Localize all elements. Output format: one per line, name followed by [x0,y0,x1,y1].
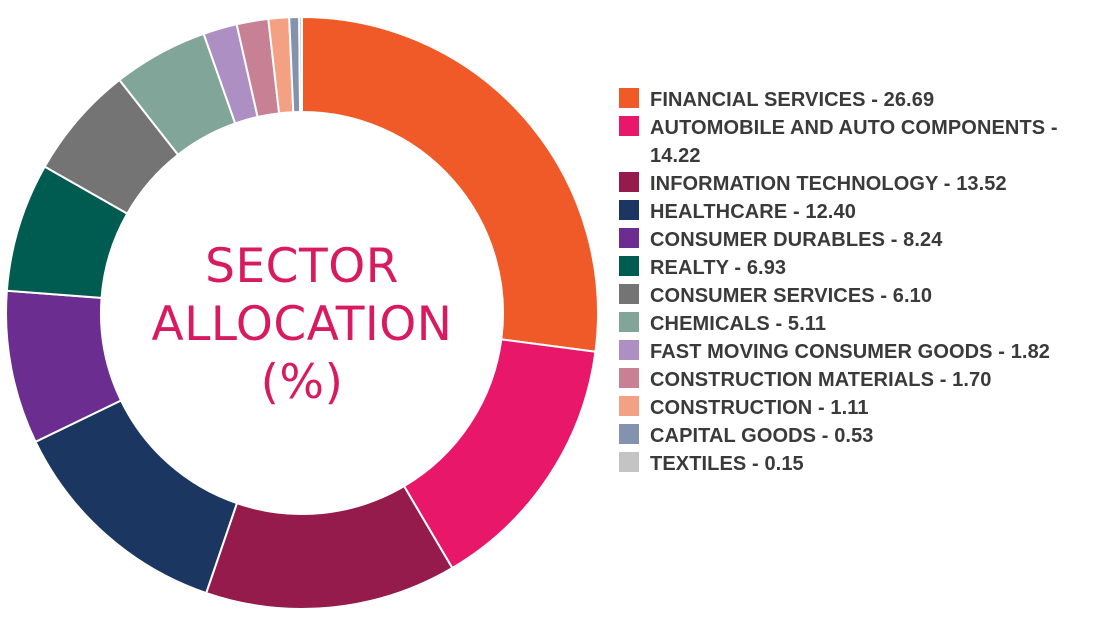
legend-item-5: CONSUMER DURABLES - 8.24 [619,226,1093,254]
donut-chart [5,15,599,610]
legend-swatch [619,452,639,472]
legend-label: INFORMATION TECHNOLOGY - 13.52 [650,173,1007,195]
legend-label: CHEMICALS - 5.11 [650,313,827,335]
legend-item-3: INFORMATION TECHNOLOGY - 13.52 [619,170,1093,198]
legend-item-4: HEALTHCARE - 12.40 [619,198,1093,226]
legend-label: CONSUMER SERVICES - 6.10 [650,285,933,307]
legend-swatch [619,424,639,444]
legend-item-6: REALTY - 6.93 [619,254,1093,282]
chart-legend: FINANCIAL SERVICES - 26.69 AUTOMOBILE AND… [619,86,1093,478]
legend-swatch [619,340,639,360]
chart-title: SECTOR ALLOCATION (%) [102,238,502,412]
legend-item-2: AUTOMOBILE AND AUTO COMPONENTS - 14.22 [619,114,1093,170]
legend-label: TEXTILES - 0.15 [650,453,804,475]
legend-item-13: TEXTILES - 0.15 [619,450,1093,478]
legend-label: FINANCIAL SERVICES - 26.69 [650,89,935,111]
chart-title-line-1: SECTOR [205,239,399,294]
chart-title-line-3: (%) [260,355,344,410]
legend-label: HEALTHCARE - 12.40 [650,201,856,223]
donut-slice-4 [34,399,239,595]
legend-item-1: FINANCIAL SERVICES - 26.69 [619,86,1093,114]
legend-swatch [619,228,639,248]
legend-label: CAPITAL GOODS - 0.53 [650,425,874,447]
legend-item-11: CONSTRUCTION - 1.11 [619,394,1093,422]
legend-label: CONSUMER DURABLES - 8.24 [650,229,943,251]
legend-swatch [619,368,639,388]
chart-title-line-2: ALLOCATION [151,297,453,352]
legend-label: FAST MOVING CONSUMER GOODS - 1.82 [650,341,1051,363]
legend-swatch [619,172,639,192]
legend-item-9: FAST MOVING CONSUMER GOODS - 1.82 [619,338,1093,366]
legend-swatch [619,256,639,276]
legend-item-7: CONSUMER SERVICES - 6.10 [619,282,1093,310]
donut-slice-13 [298,15,303,114]
legend-swatch [619,284,639,304]
legend-swatch [619,396,639,416]
legend-swatch [619,116,639,136]
legend-label: REALTY - 6.93 [650,257,787,279]
donut-slice-3 [204,484,454,610]
legend-label: CONSTRUCTION MATERIALS - 1.70 [650,369,992,391]
legend-item-10: CONSTRUCTION MATERIALS - 1.70 [619,366,1093,394]
legend-label: CONSTRUCTION - 1.11 [650,397,869,419]
legend-swatch [619,200,639,220]
legend-label: AUTOMOBILE AND AUTO COMPONENTS - 14.22 [650,117,1058,167]
donut-slice-1 [301,15,599,353]
legend-swatch [619,88,639,108]
legend-swatch [619,312,639,332]
legend-item-8: CHEMICALS - 5.11 [619,310,1093,338]
legend-item-12: CAPITAL GOODS - 0.53 [619,422,1093,450]
